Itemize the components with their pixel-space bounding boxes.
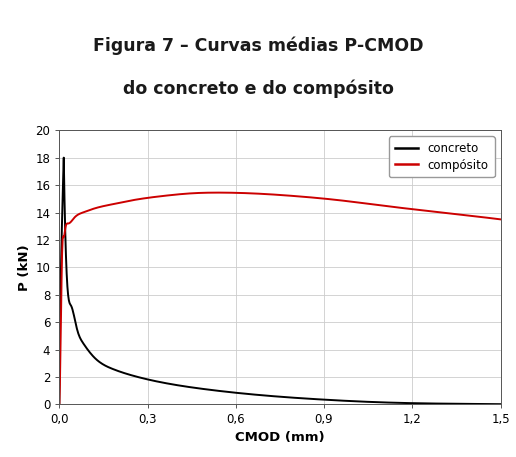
compósito [338,198,344,203]
concreto [56,402,62,407]
Legend: concreto, compósito: concreto, compósito [389,136,495,177]
Text: Figura 7 – Curvas médias P-CMOD: Figura 7 – Curvas médias P-CMOD [93,37,423,55]
compósito [56,402,62,407]
compósito [83,208,89,214]
concreto [61,155,67,160]
concreto [103,363,109,369]
concreto [369,399,375,405]
Y-axis label: P (kN): P (kN) [18,244,31,291]
concreto [410,400,416,406]
Text: do concreto e do compósito: do concreto e do compósito [123,80,393,98]
concreto [461,401,467,407]
compósito [497,217,504,222]
Line: concreto: concreto [59,158,501,404]
compósito [313,195,319,201]
concreto [386,400,392,405]
compósito [392,204,398,210]
concreto [443,401,449,406]
compósito [437,210,443,215]
concreto [497,401,504,407]
X-axis label: CMOD (mm): CMOD (mm) [235,430,325,444]
Line: compósito: compósito [59,192,501,404]
compósito [215,190,221,195]
compósito [325,196,331,202]
